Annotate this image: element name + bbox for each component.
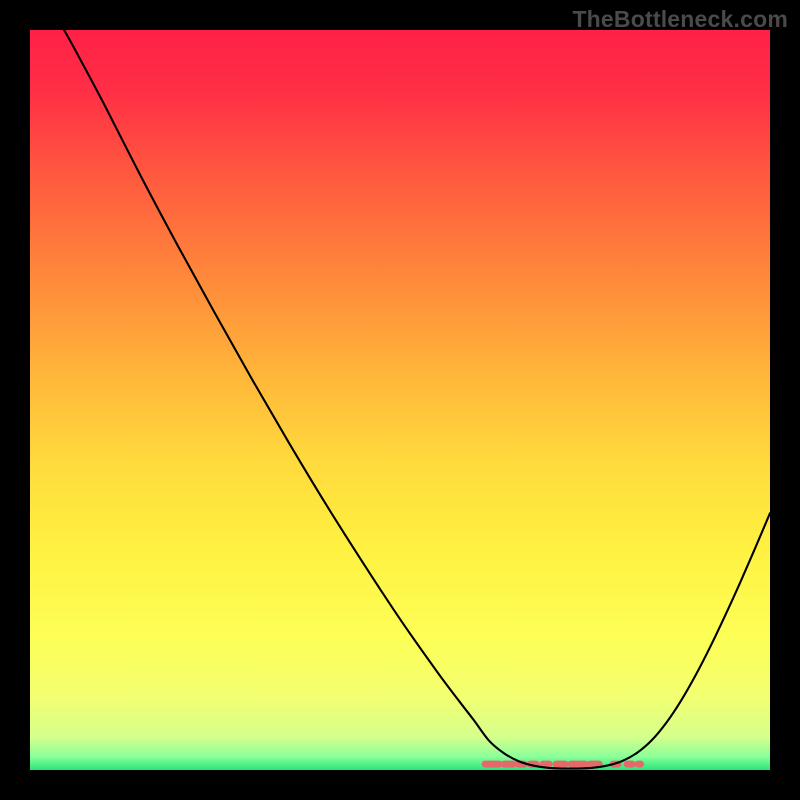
plot-background [30,30,770,770]
bottleneck-curve-chart [0,0,800,800]
chart-stage: TheBottleneck.com [0,0,800,800]
watermark-text: TheBottleneck.com [572,6,788,33]
frame-border [770,0,800,800]
frame-border [0,770,800,800]
frame-border [0,0,30,800]
